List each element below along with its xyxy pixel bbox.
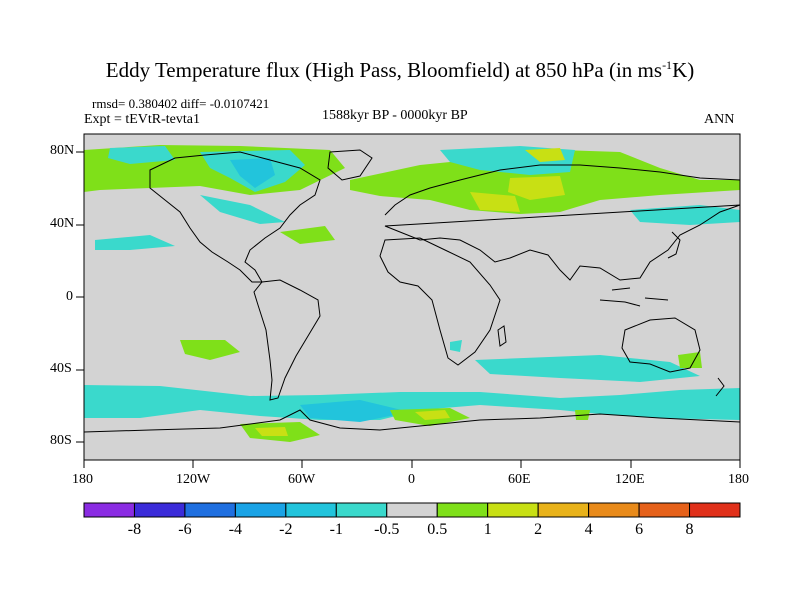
colorbar-label: -4 bbox=[228, 521, 243, 538]
colorbar-swatch bbox=[436, 502, 489, 518]
colorbar-swatch bbox=[537, 502, 590, 518]
colorbar-swatch bbox=[285, 502, 337, 518]
colorbar-label: 8 bbox=[685, 521, 694, 538]
colorbar-label: 4 bbox=[584, 521, 593, 538]
new-zealand-coast bbox=[715, 377, 725, 397]
coastlines bbox=[83, 149, 741, 433]
colorbar-swatch bbox=[386, 502, 438, 518]
shading-bering-negative bbox=[108, 146, 175, 164]
colorbar-label: -1 bbox=[329, 521, 343, 538]
africa-coast bbox=[379, 237, 501, 366]
colorbar-swatch bbox=[184, 502, 236, 518]
colorbar-label: -2 bbox=[279, 521, 293, 538]
colorbar-label: 1 bbox=[483, 521, 492, 538]
lon-label-120w: 120W bbox=[176, 472, 211, 487]
stats-text: rmsd= 0.380402 diff= -0.0107421 bbox=[92, 96, 270, 111]
eurasia-coast bbox=[384, 164, 741, 281]
lat-label-80s: 80S bbox=[50, 433, 72, 448]
lon-label-120e: 120E bbox=[615, 472, 645, 487]
australia-coast bbox=[621, 317, 701, 373]
shading-australia-positive bbox=[678, 352, 702, 368]
shading-satlantic-small-negative bbox=[450, 340, 462, 352]
colorbar-swatch bbox=[487, 502, 539, 518]
colorbar-swatch bbox=[83, 502, 135, 518]
lon-label-60w: 60W bbox=[288, 472, 316, 487]
shading-spacific-positive bbox=[180, 340, 240, 360]
colorbar-swatch bbox=[234, 502, 287, 518]
antarctica-coast bbox=[83, 409, 741, 433]
colorbar bbox=[83, 502, 741, 518]
colorbar-swatch bbox=[335, 502, 388, 518]
shading-siberia-yellow bbox=[508, 176, 565, 200]
shading-npacific-negative bbox=[95, 235, 175, 250]
colorbar-label: -6 bbox=[178, 521, 192, 538]
greenland-coast bbox=[327, 149, 373, 181]
colorbar-label: -8 bbox=[127, 521, 142, 538]
colorbar-swatch bbox=[588, 502, 640, 518]
colorbar-swatch bbox=[689, 502, 741, 518]
title-superscript: -1 bbox=[662, 58, 673, 72]
colorbar-swatch bbox=[638, 502, 691, 518]
japan-coast bbox=[667, 231, 681, 259]
shading-natlantic-positive bbox=[280, 226, 335, 244]
period-label: 1588kyr BP - 0000kyr BP bbox=[322, 108, 468, 123]
colorbar-label: 0.5 bbox=[427, 521, 448, 538]
south-america-coast bbox=[253, 279, 321, 401]
title-end: K) bbox=[672, 58, 695, 82]
lon-label-0: 0 bbox=[408, 472, 415, 487]
lon-label-180-west: 180 bbox=[72, 472, 93, 487]
season-label: ANN bbox=[704, 112, 735, 127]
indonesia-coast bbox=[599, 287, 669, 307]
lat-label-80n: 80N bbox=[50, 143, 75, 158]
colorbar-label: 6 bbox=[635, 521, 644, 538]
shading-hudson-negative bbox=[230, 158, 275, 188]
lon-label-180-east: 180 bbox=[728, 472, 749, 487]
anomaly-shading bbox=[84, 145, 740, 442]
madagascar-coast bbox=[497, 325, 507, 347]
shading-drake-negative bbox=[300, 400, 410, 422]
axis-ticks bbox=[76, 151, 741, 468]
shading-indian-ocean-negative bbox=[475, 355, 700, 382]
colorbar-swatch bbox=[133, 502, 186, 518]
shading-atlantic-negative bbox=[200, 195, 285, 224]
lat-label-0: 0 bbox=[66, 289, 73, 304]
shading-central-asia-yellow bbox=[470, 192, 520, 212]
shading-weddell-yellow bbox=[415, 410, 450, 420]
lon-label-60e: 60E bbox=[508, 472, 531, 487]
map-title: Eddy Temperature flux (High Pass, Bloomf… bbox=[0, 58, 800, 83]
lat-label-40s: 40S bbox=[50, 361, 72, 376]
experiment-label: Expt = tEVtR-tevta1 bbox=[84, 112, 200, 127]
north-america-coast bbox=[149, 151, 321, 283]
lat-label-40n: 40N bbox=[50, 216, 75, 231]
shading-arctic-yellow bbox=[525, 148, 565, 162]
shading-ross-yellow bbox=[255, 427, 288, 436]
title-text: Eddy Temperature flux (High Pass, Bloomf… bbox=[105, 58, 663, 82]
colorbar-label: 2 bbox=[534, 521, 543, 538]
colorbar-label: -0.5 bbox=[374, 521, 400, 538]
